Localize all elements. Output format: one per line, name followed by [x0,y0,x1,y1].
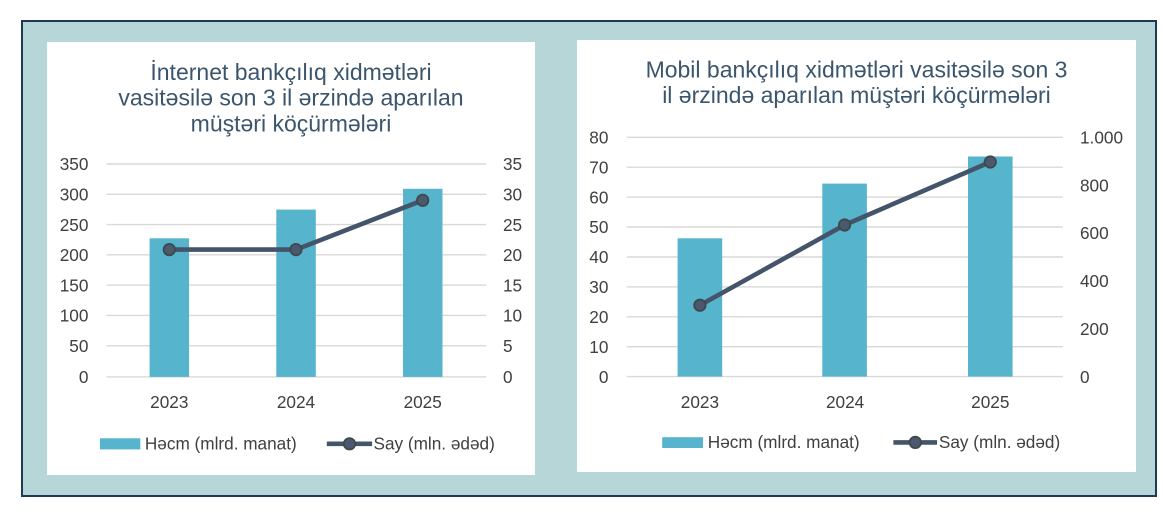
svg-text:60: 60 [589,187,608,207]
svg-text:müştəri köçürmələri: müştəri köçürmələri [191,110,392,136]
svg-text:10: 10 [589,337,608,357]
svg-text:0: 0 [599,367,609,387]
svg-text:Həcm (mlrd. manat): Həcm (mlrd. manat) [708,432,860,452]
svg-text:250: 250 [60,215,89,235]
svg-text:il ərzində aparılan müştəri kö: il ərzində aparılan müştəri köçürmələri [662,82,1051,108]
svg-text:400: 400 [1080,271,1109,291]
svg-text:70: 70 [589,157,608,177]
svg-text:35: 35 [503,154,522,174]
svg-text:300: 300 [60,185,89,205]
svg-text:2025: 2025 [971,392,1009,412]
svg-text:0: 0 [79,367,89,387]
svg-text:2024: 2024 [277,392,316,412]
svg-text:600: 600 [1080,223,1109,243]
svg-text:2024: 2024 [826,392,865,412]
svg-text:30: 30 [503,185,522,205]
svg-text:Həcm (mlrd. manat): Həcm (mlrd. manat) [145,433,297,453]
svg-text:150: 150 [60,275,89,295]
svg-text:Mobil bankçılıq xidmətləri vas: Mobil bankçılıq xidmətləri vasitəsilə so… [646,56,1068,82]
svg-text:2023: 2023 [150,392,188,412]
svg-text:50: 50 [589,217,608,237]
svg-text:Say (mln. ədəd): Say (mln. ədəd) [939,432,1060,452]
svg-text:1.000: 1.000 [1080,128,1123,148]
svg-text:İnternet bankçılıq xidmətləri: İnternet bankçılıq xidmətləri [150,59,431,85]
svg-text:100: 100 [60,306,89,326]
svg-text:200: 200 [60,245,89,265]
svg-text:80: 80 [589,128,608,148]
svg-text:Say (mln. ədəd): Say (mln. ədəd) [374,433,495,453]
svg-text:800: 800 [1080,175,1109,195]
svg-text:200: 200 [1080,319,1109,339]
svg-text:vasitəsilə son 3 il ərzində ap: vasitəsilə son 3 il ərzində aparılan [118,85,463,111]
svg-text:2023: 2023 [681,392,719,412]
svg-text:10: 10 [503,306,522,326]
svg-text:30: 30 [589,277,608,297]
svg-text:15: 15 [503,275,522,295]
svg-text:0: 0 [1080,367,1090,387]
svg-text:50: 50 [69,336,88,356]
svg-text:0: 0 [503,367,513,387]
svg-text:5: 5 [503,336,513,356]
svg-text:20: 20 [503,245,522,265]
svg-text:40: 40 [589,247,608,267]
svg-text:20: 20 [589,307,608,327]
svg-text:2025: 2025 [404,392,442,412]
svg-text:350: 350 [60,154,89,174]
svg-text:25: 25 [503,215,522,235]
